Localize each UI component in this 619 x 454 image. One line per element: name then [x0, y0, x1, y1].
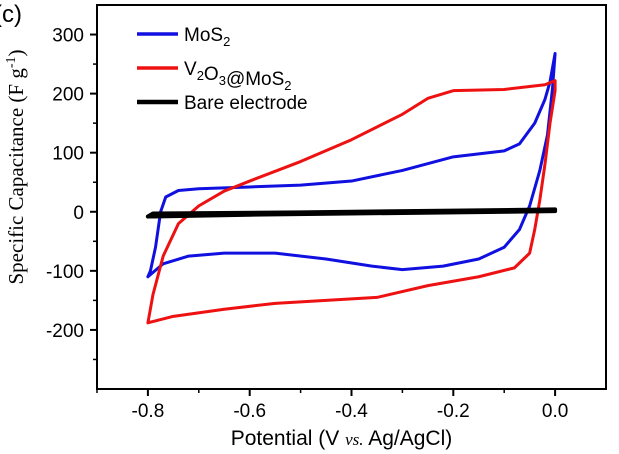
y-tick-label: 100	[52, 144, 84, 165]
x-tick-label: -0.6	[233, 401, 266, 422]
panel-label: (c)	[0, 1, 22, 28]
series-layer	[145, 51, 558, 325]
x-axis-title: Potential (V vs. Ag/AgCl)	[231, 427, 453, 450]
y-tick-label: 0	[73, 203, 84, 224]
y-tick-label: -100	[46, 262, 84, 283]
legend-label-1: V2O3@MoS2	[184, 59, 292, 93]
y-tick-label: 200	[52, 85, 84, 106]
series-line-0	[146, 51, 557, 279]
y-axis-title: Specific Capacitance (F g-1)	[4, 50, 28, 285]
axis-ticks: -0.8 -0.6 -0.4 -0.2 0.0 -200 -100 0 100 200 300	[46, 26, 568, 422]
x-tick-label: -0.2	[437, 401, 470, 422]
series-line-2	[145, 207, 558, 219]
series-line-1	[146, 79, 557, 325]
x-tick-label: -0.4	[335, 401, 368, 422]
x-tick-label: -0.8	[132, 401, 165, 422]
y-tick-label: -200	[46, 321, 84, 342]
legend-label-2: Bare electrode	[184, 93, 308, 114]
x-tick-label: 0.0	[542, 401, 568, 422]
plot-frame	[96, 4, 607, 390]
legend-label-0: MoS2	[184, 25, 230, 49]
y-tick-label: 300	[52, 26, 84, 47]
